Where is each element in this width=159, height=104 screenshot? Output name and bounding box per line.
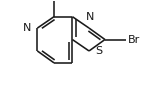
Text: S: S xyxy=(95,46,103,56)
Text: N: N xyxy=(86,12,94,22)
Text: Br: Br xyxy=(128,35,140,45)
Text: N: N xyxy=(23,23,31,33)
